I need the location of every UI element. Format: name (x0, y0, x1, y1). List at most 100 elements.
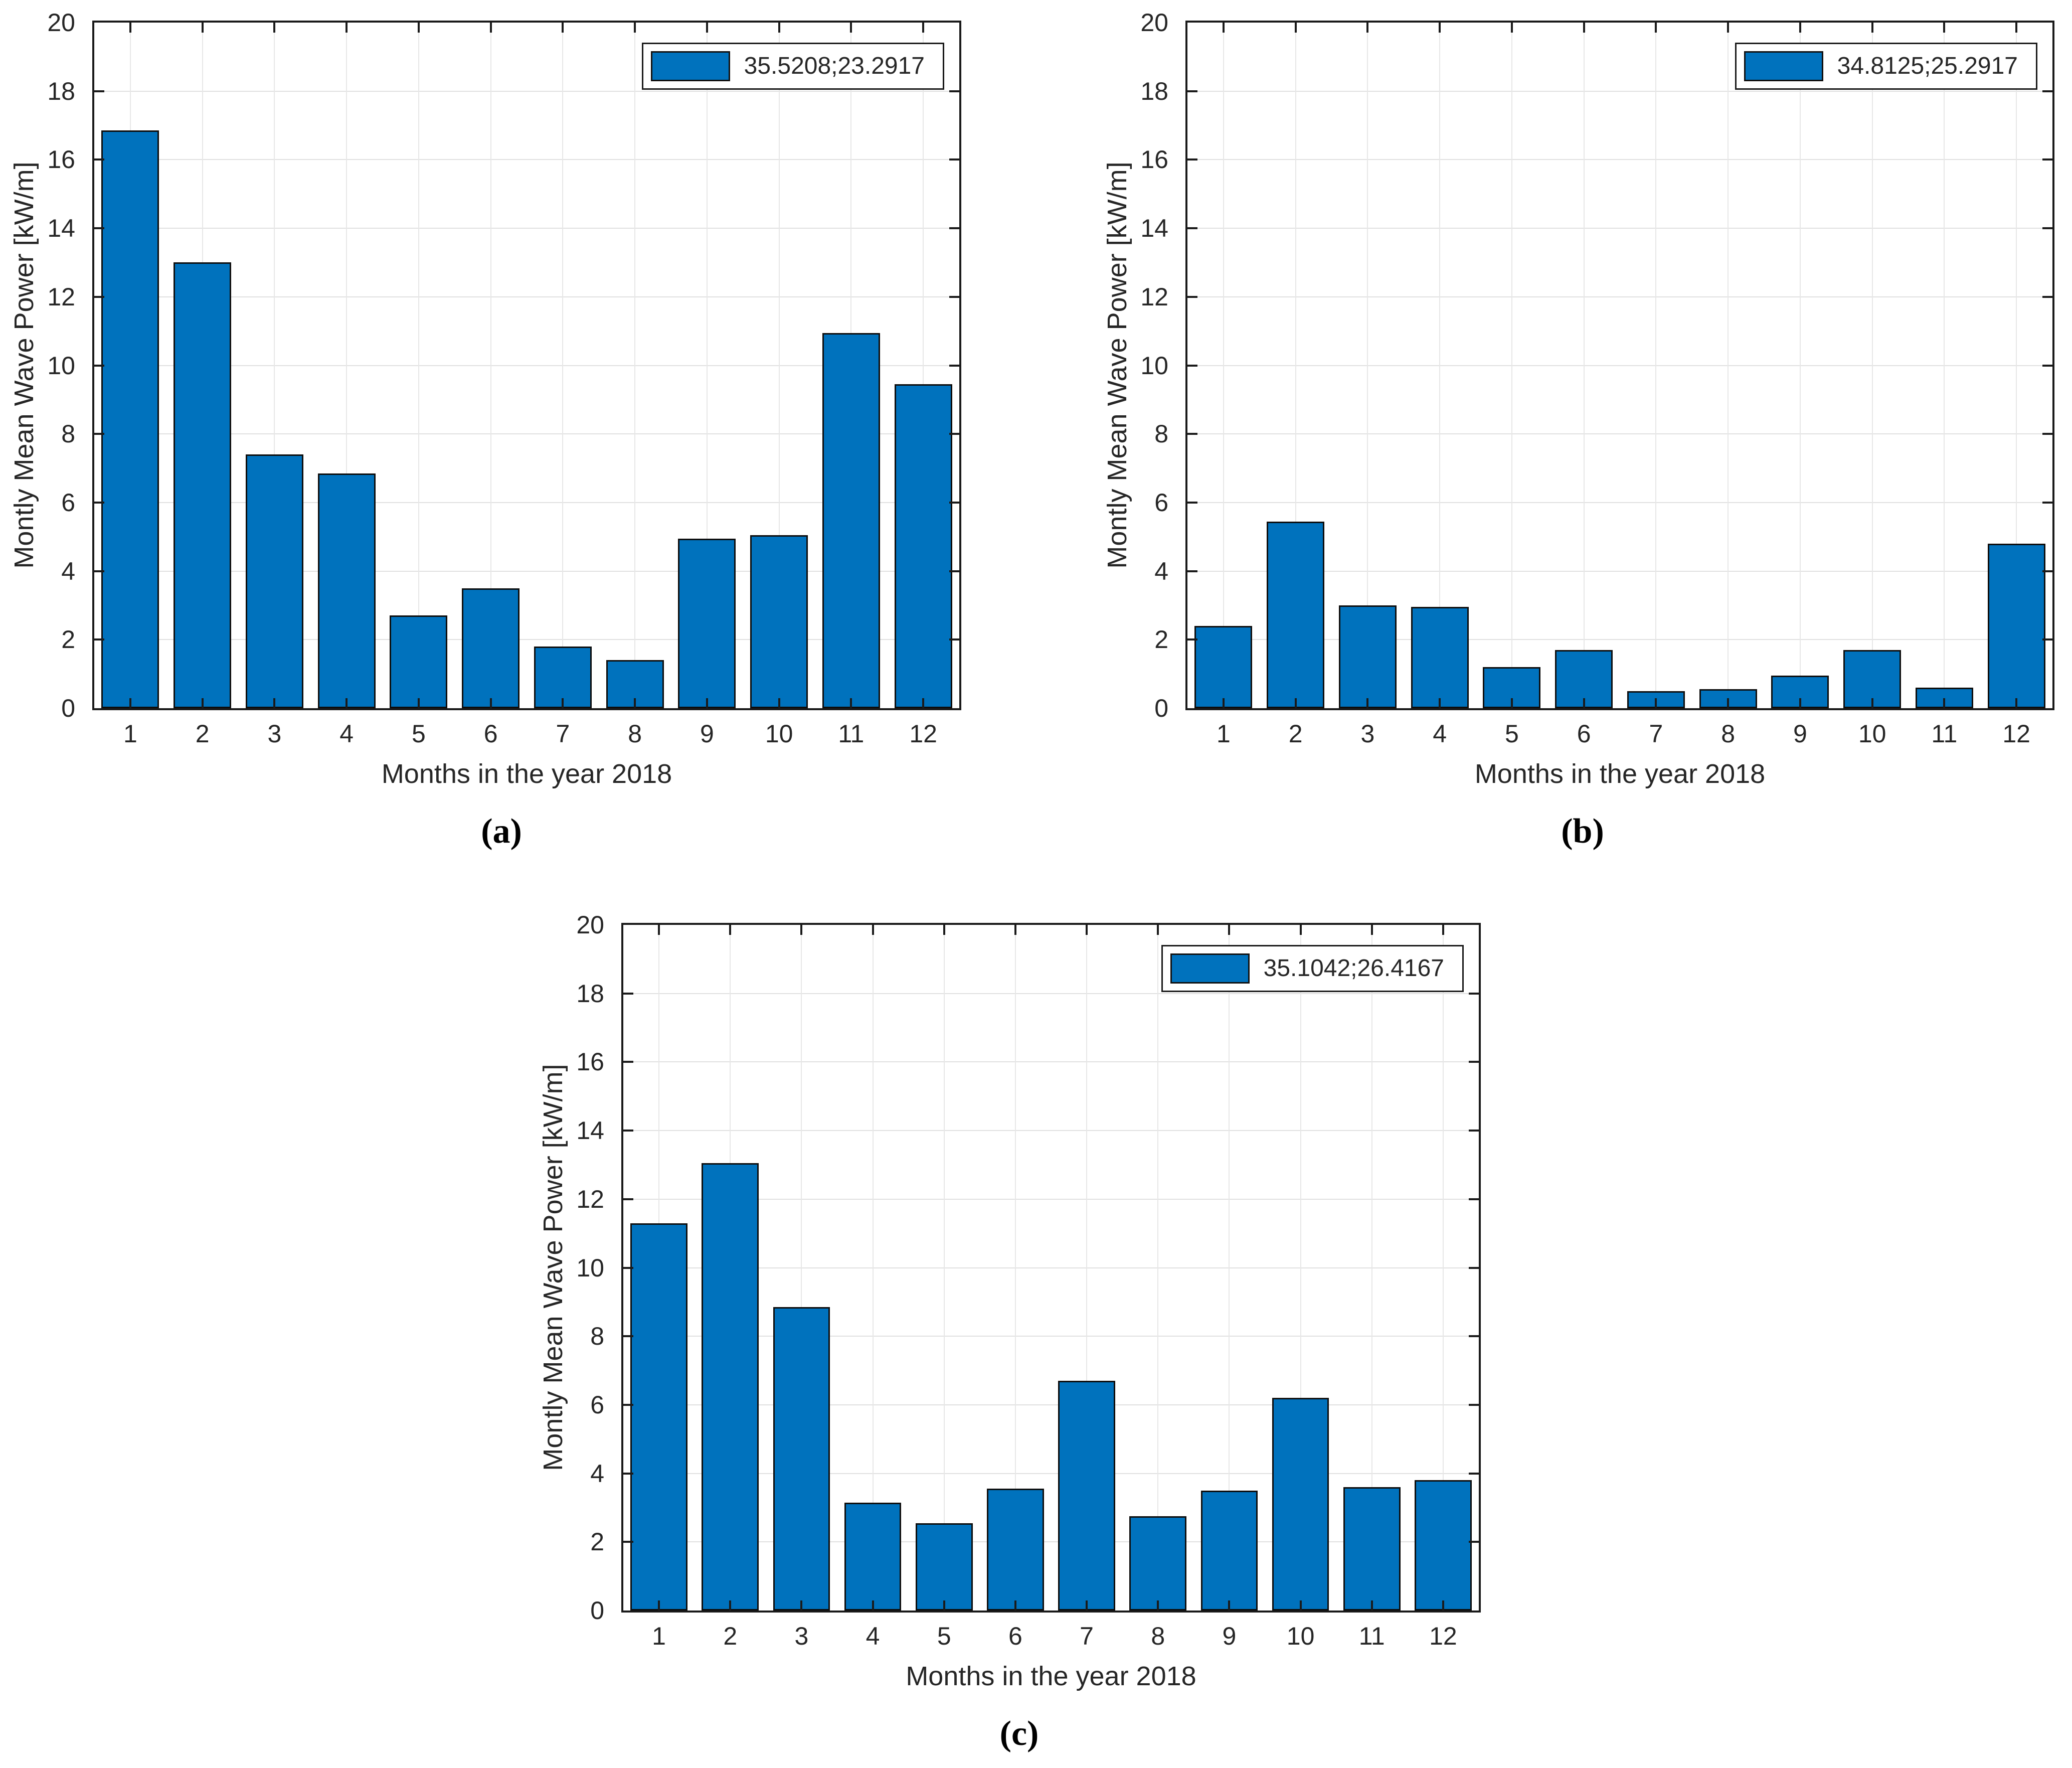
gridline-x-7 (1086, 925, 1088, 1611)
x-axis-label: Months in the year 2018 (906, 1661, 1196, 1691)
x-tick-10: 10 (1286, 1622, 1315, 1650)
tick-right-2 (2042, 638, 2052, 641)
gridline-x-9 (1799, 23, 1801, 708)
x-tick-10: 10 (765, 720, 793, 748)
x-tick-4: 4 (866, 1622, 880, 1650)
tick-bottom-7 (562, 698, 564, 708)
gridline-y-8 (623, 1336, 1479, 1337)
tick-right-16 (2042, 158, 2052, 161)
tick-right-18 (2042, 90, 2052, 92)
tick-bottom-6 (1583, 698, 1585, 708)
tick-bottom-9 (1228, 1600, 1231, 1611)
tick-top-10 (778, 23, 780, 33)
y-tick-18: 18 (1140, 77, 1168, 105)
tick-top-4 (346, 23, 348, 33)
x-tick-labels: 1 2 3 4 5 6 7 8 9 10 11 12 (1187, 721, 2052, 751)
y-tick-18: 18 (576, 979, 604, 1008)
tick-bottom-8 (634, 698, 636, 708)
tick-left-4 (94, 570, 104, 572)
legend-swatch-icon (650, 51, 730, 81)
x-tick-7: 7 (1080, 1622, 1094, 1650)
y-tick-4: 4 (590, 1459, 604, 1488)
tick-left-16 (623, 1061, 633, 1063)
x-tick-5: 5 (1504, 720, 1519, 748)
tick-right-10 (1469, 1266, 1479, 1269)
legend: 35.1042;26.4167 (1161, 945, 1464, 992)
tick-right-14 (949, 227, 959, 230)
tick-top-12 (922, 23, 925, 33)
plot-area: 35.1042;26.4167 (621, 923, 1481, 1613)
bar-month-8 (1129, 1516, 1187, 1611)
y-tick-labels: 0 2 4 6 8 10 12 14 16 18 20 (529, 912, 604, 1623)
tick-right-14 (1469, 1130, 1479, 1132)
tick-top-5 (1510, 23, 1513, 33)
gridline-y-16 (94, 159, 959, 160)
x-tick-3: 3 (794, 1622, 809, 1650)
tick-bottom-10 (778, 698, 780, 708)
gridline-y-12 (94, 296, 959, 297)
tick-top-11 (1370, 925, 1373, 935)
y-tick-labels: 0 2 4 6 8 10 12 14 16 18 20 (1093, 10, 1168, 721)
tick-bottom-5 (943, 1600, 945, 1611)
subfigure-b: Montly Mean Wave Power [kW/m] 34.8125;25… (1093, 0, 2072, 883)
tick-right-10 (2042, 364, 2052, 367)
gridline-y-14 (623, 1130, 1479, 1132)
legend-label: 35.5208;23.2917 (744, 53, 925, 79)
tick-top-1 (1222, 23, 1225, 33)
tick-bottom-5 (1510, 698, 1513, 708)
tick-left-4 (1187, 570, 1197, 572)
bar-month-7 (534, 646, 592, 708)
tick-bottom-11 (1943, 698, 1946, 708)
plot-area: 34.8125;25.2917 (1185, 21, 2054, 710)
gridline-x-8 (1728, 23, 1729, 708)
x-tick-7: 7 (556, 720, 570, 748)
tick-top-6 (489, 23, 492, 33)
bar-month-1 (630, 1223, 687, 1611)
tick-top-3 (1366, 23, 1369, 33)
bar-month-3 (773, 1307, 830, 1611)
plot-area: 35.5208;23.2917 (92, 21, 961, 710)
y-tick-12: 12 (1140, 282, 1168, 311)
gridline-y-18 (1187, 90, 2052, 92)
gridline-x-6 (490, 23, 491, 708)
tick-left-10 (623, 1266, 633, 1269)
tick-top-11 (1943, 23, 1946, 33)
bar-month-1 (1194, 625, 1253, 708)
bar-month-4 (1411, 607, 1469, 708)
tick-right-8 (2042, 433, 2052, 435)
gridline-y-12 (623, 1198, 1479, 1200)
tick-top-7 (1086, 925, 1088, 935)
tick-bottom-1 (1222, 698, 1225, 708)
gridline-y-10 (94, 365, 959, 366)
gridline-x-12 (2016, 23, 2017, 708)
tick-left-2 (1187, 638, 1197, 641)
tick-top-9 (1799, 23, 1801, 33)
tick-left-2 (623, 1541, 633, 1543)
gridline-x-10 (778, 23, 780, 708)
gridline-x-10 (1300, 925, 1301, 1611)
y-tick-6: 6 (1154, 488, 1168, 517)
tick-top-2 (1294, 23, 1297, 33)
tick-right-16 (949, 158, 959, 161)
tick-left-10 (1187, 364, 1197, 367)
x-tick-9: 9 (700, 720, 714, 748)
x-tick-labels: 1 2 3 4 5 6 7 8 9 10 11 12 (94, 721, 959, 751)
tick-right-4 (2042, 570, 2052, 572)
tick-left-12 (1187, 295, 1197, 298)
tick-top-2 (729, 925, 732, 935)
x-tick-1: 1 (123, 720, 137, 748)
gridline-x-12 (923, 23, 924, 708)
gridline-x-12 (1442, 925, 1444, 1611)
legend-swatch-icon (1744, 51, 1823, 81)
tick-right-4 (949, 570, 959, 572)
bar-month-1 (101, 130, 159, 708)
tick-top-1 (129, 23, 131, 33)
x-tick-8: 8 (628, 720, 642, 748)
tick-left-8 (1187, 433, 1197, 435)
tick-right-6 (1469, 1403, 1479, 1406)
tick-top-8 (1727, 23, 1730, 33)
tick-left-2 (94, 638, 104, 641)
tick-top-5 (417, 23, 420, 33)
legend: 34.8125;25.2917 (1735, 43, 2037, 90)
bar-month-12 (894, 384, 952, 708)
